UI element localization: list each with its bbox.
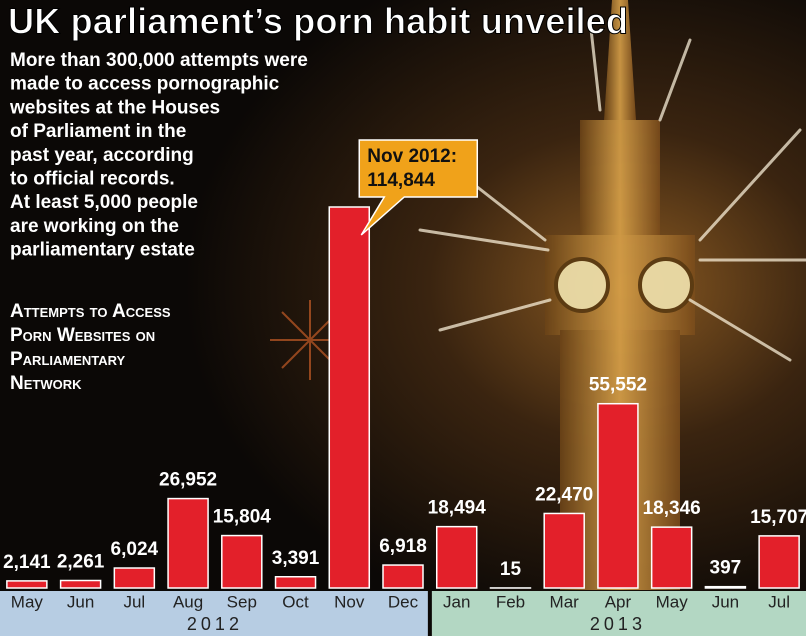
chart-title: UK parliament’s porn habit unveiled (8, 1, 628, 42)
x-tick-label: Feb (496, 592, 525, 611)
subtitle: Attempts to Access (10, 301, 171, 322)
bar (167, 497, 209, 589)
intro-text: websites at the Houses (9, 97, 220, 118)
group-label: 2013 (590, 614, 646, 634)
value-label: 3,391 (272, 548, 320, 569)
subtitle: Network (10, 373, 82, 394)
value-label: 15 (500, 559, 522, 580)
value-label: 55,552 (589, 375, 647, 396)
x-tick-label: Sep (227, 592, 257, 611)
bar (59, 579, 102, 589)
bar (704, 585, 747, 589)
intro-text: are working on the (10, 216, 179, 237)
bar (597, 402, 639, 589)
bar (274, 576, 317, 589)
value-label: 6,918 (379, 536, 427, 557)
x-tick-label: Jun (67, 592, 94, 611)
x-tick-label: Jun (712, 592, 739, 611)
intro-text: made to access pornographic (10, 74, 280, 95)
bar (650, 526, 693, 589)
callout-value: 114,844 (367, 170, 435, 191)
callout-label: Nov 2012: (367, 146, 457, 167)
bar (382, 564, 424, 589)
x-tick-label: Dec (388, 592, 419, 611)
intro-text: to official records. (10, 169, 175, 190)
subtitle: Parliamentary (10, 349, 126, 370)
value-label: 18,346 (643, 498, 701, 519)
callout: Nov 2012: 114,844 (358, 139, 479, 236)
value-label: 2,141 (3, 552, 51, 573)
x-tick-label: Nov (334, 592, 365, 611)
x-tick-label: Mar (550, 592, 580, 611)
bar (543, 512, 585, 589)
value-label: 15,707 (750, 507, 806, 528)
bar (435, 525, 478, 589)
intro-text: of Parliament in the (10, 121, 186, 142)
x-tick-label: May (11, 592, 44, 611)
bar (758, 535, 800, 589)
bar (221, 534, 263, 589)
intro-text: parliamentary estate (10, 240, 195, 261)
x-tick-label: May (656, 592, 689, 611)
subtitle: Porn Websites on (10, 325, 155, 346)
value-label: 397 (710, 558, 742, 579)
group-label: 2012 (187, 614, 243, 634)
value-label: 6,024 (111, 539, 159, 560)
value-label: 2,261 (57, 552, 105, 573)
intro-text: More than 300,000 attempts were (10, 50, 308, 71)
x-tick-label: Jan (443, 592, 470, 611)
bar (113, 567, 156, 589)
intro-text: past year, according (10, 145, 194, 166)
value-label: 22,470 (535, 484, 593, 505)
x-tick-label: Aug (173, 592, 203, 611)
intro-text: At least 5,000 people (10, 192, 198, 213)
group-band (0, 591, 428, 636)
bar (328, 206, 371, 589)
x-tick-label: Apr (605, 592, 632, 611)
callout-box (358, 139, 479, 236)
bar (6, 580, 48, 589)
x-tick-label: Jul (768, 592, 790, 611)
value-label: 18,494 (428, 498, 487, 519)
x-tick-label: Oct (282, 592, 309, 611)
x-tick-label: Jul (123, 592, 145, 611)
value-label: 26,952 (159, 470, 217, 491)
value-label: 15,804 (213, 507, 272, 528)
group-band (431, 591, 806, 636)
